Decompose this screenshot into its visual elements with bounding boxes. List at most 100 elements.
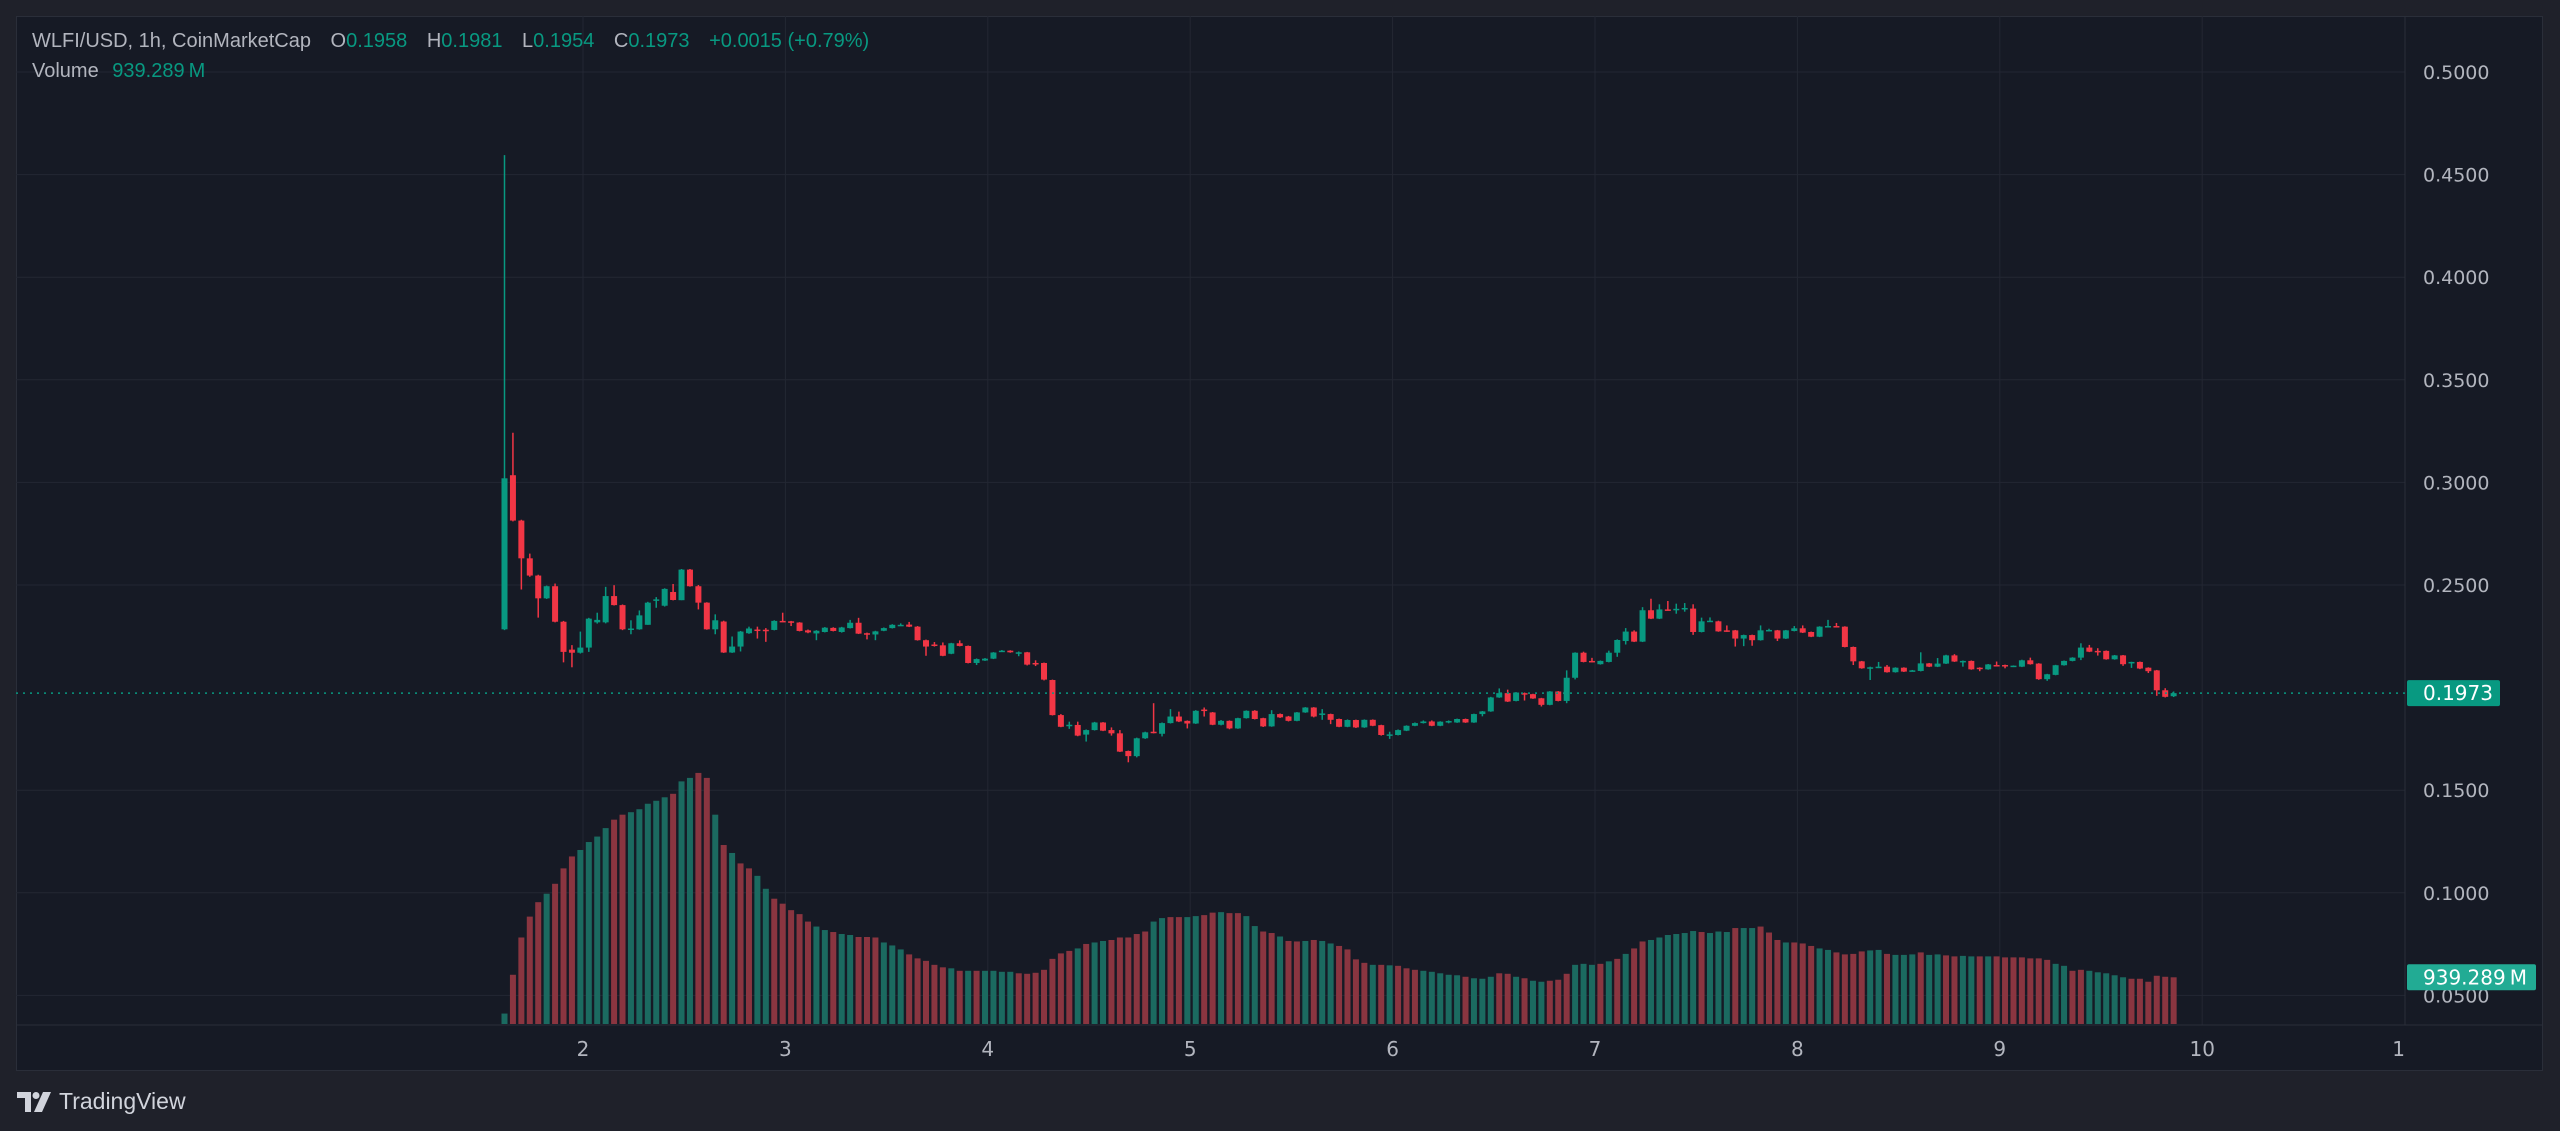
candle (2086, 644, 2093, 653)
candle-body (1766, 629, 1772, 632)
candle (1167, 709, 1174, 724)
candle (1909, 669, 1916, 672)
candle (1791, 626, 1798, 632)
price-tick-label: 0.1000 (2423, 883, 2489, 905)
volume-bar (1605, 961, 1612, 1024)
symbol-legend[interactable]: WLFI/USD, 1h, CoinMarketCap O0.1958 H0.1… (32, 30, 869, 53)
candle-body (2111, 655, 2118, 660)
candle (771, 620, 778, 631)
time-tick-label: 10 (2189, 1037, 2214, 1061)
candle-body (1352, 720, 1359, 728)
candle (1555, 691, 1562, 702)
candle-body (1529, 694, 1536, 699)
candle-body (948, 643, 955, 654)
current-volume-tag: 939.289 M (2407, 964, 2536, 991)
candle (644, 601, 651, 625)
candle-body (1808, 631, 1815, 637)
volume-bar (1057, 953, 1064, 1024)
volume-bar (535, 902, 542, 1024)
candle (1614, 639, 1621, 657)
candle (1243, 710, 1250, 719)
volume-bar (1175, 917, 1182, 1024)
candle-body (1074, 724, 1081, 736)
volume-bar (2052, 963, 2059, 1024)
symbol-title[interactable]: WLFI/USD, 1h, CoinMarketCap (32, 30, 311, 52)
candle (779, 612, 786, 623)
candle (948, 642, 955, 655)
volume-bar (1959, 955, 1966, 1024)
candle-body (1437, 721, 1444, 726)
volume-bar (1386, 965, 1393, 1024)
time-axis[interactable]: 2 3 4 5 6 7 8 9 10 1 (577, 1037, 2405, 1061)
volume-bar (1234, 913, 1241, 1024)
candle (1597, 660, 1604, 665)
candle (1049, 679, 1056, 716)
candle-body (1116, 733, 1123, 752)
candle-body (1057, 715, 1064, 727)
candle-body (1706, 620, 1713, 623)
candle-body (1875, 666, 1882, 669)
candle-body (1243, 710, 1250, 719)
volume-bar (1825, 949, 1832, 1024)
candle-body (1277, 714, 1284, 718)
tradingview-branding[interactable]: TradingView (17, 1088, 186, 1115)
candle-body (1100, 722, 1107, 731)
candle-body (1344, 720, 1351, 727)
candle (2077, 643, 2084, 661)
chart-pane[interactable] (16, 16, 2543, 1071)
candle-body (1462, 718, 1469, 723)
candle (585, 617, 592, 652)
candle-body (1926, 663, 1933, 667)
volume-bar (889, 945, 896, 1024)
candle-body (712, 620, 719, 630)
candle-body (1142, 732, 1149, 739)
candle-body (1749, 635, 1756, 641)
candle (880, 627, 887, 632)
candle-body (1884, 666, 1891, 673)
candle (1150, 703, 1157, 734)
candle (1293, 712, 1300, 722)
volume-bar (1614, 958, 1621, 1024)
candle-body (990, 652, 997, 659)
volume-bar (602, 828, 609, 1024)
volume-bar (1926, 954, 1933, 1024)
price-axis[interactable]: 0.5000 0.4500 0.4000 0.3500 0.3000 0.2500 0.15… (2423, 62, 2489, 1007)
candle-body (1386, 734, 1393, 736)
candle (1100, 722, 1107, 732)
candle-body (1403, 725, 1410, 731)
candle (1740, 634, 1747, 647)
volume-bar (1437, 973, 1444, 1024)
candle (1496, 688, 1503, 698)
candle (737, 630, 744, 652)
candle-body (762, 629, 769, 632)
candle-body (1782, 630, 1789, 639)
candle (1201, 707, 1208, 717)
candle (1015, 651, 1022, 657)
volume-bar (1976, 956, 1983, 1024)
candle (813, 630, 820, 641)
candle-body (1993, 665, 2000, 667)
candle (1782, 629, 1789, 639)
candle (1850, 646, 1857, 666)
candle-body (2145, 667, 2152, 672)
candle-body (779, 620, 786, 623)
candle (2094, 648, 2101, 656)
candle-body (678, 569, 685, 601)
volume-bar (1900, 954, 1907, 1024)
volume-bar (897, 949, 904, 1024)
candle-body (585, 618, 592, 648)
candle-body (2094, 650, 2101, 653)
candle-body (973, 659, 980, 663)
candle (1563, 670, 1570, 704)
volume-bar (1049, 958, 1056, 1024)
volume-legend[interactable]: Volume 939.289 M (32, 60, 205, 83)
candle (1057, 714, 1064, 728)
time-tick-label: 8 (1791, 1037, 1804, 1061)
candle (982, 658, 989, 661)
volume-bar (1799, 943, 1806, 1024)
candle-body (1091, 722, 1098, 731)
candle (923, 639, 929, 656)
volume-bar (1529, 980, 1536, 1024)
candle (1142, 731, 1149, 739)
